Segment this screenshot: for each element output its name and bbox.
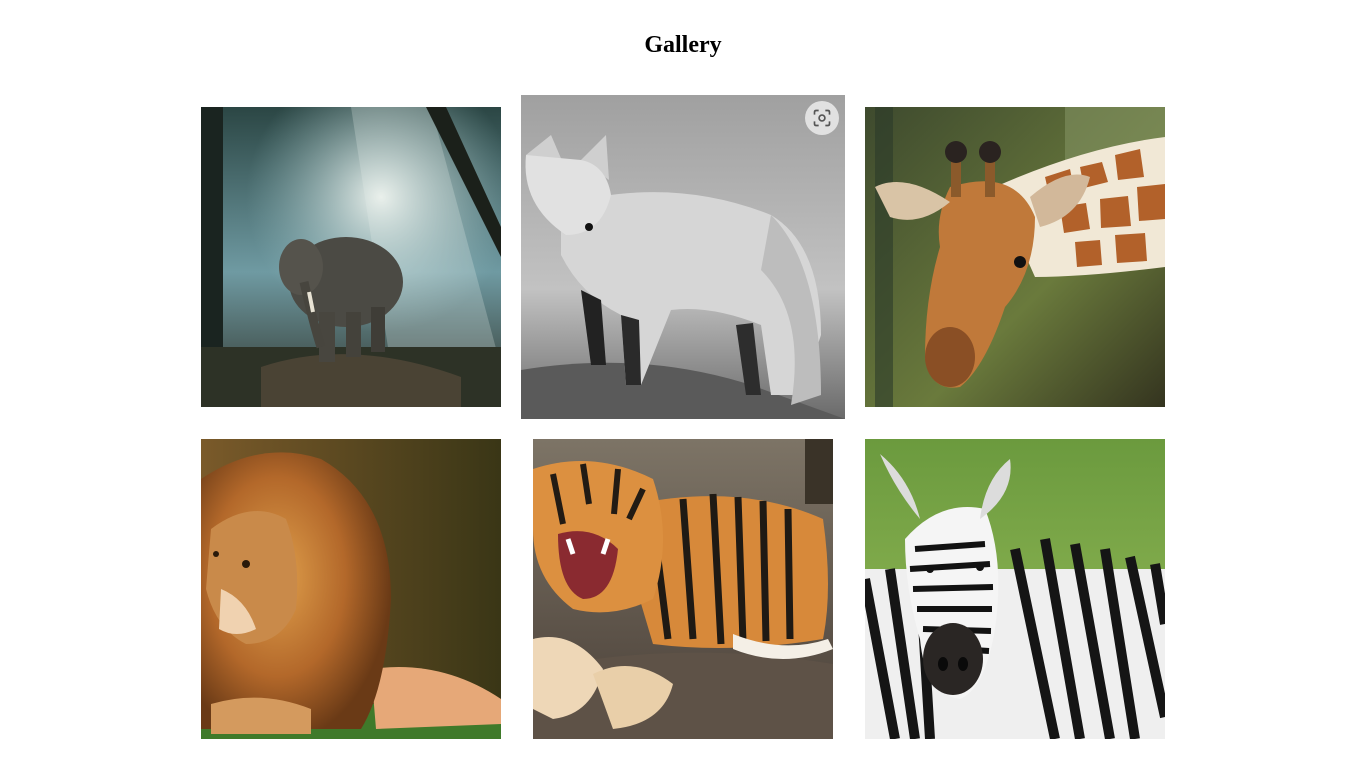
lion-photo (201, 439, 501, 739)
elephant-photo (201, 107, 501, 407)
gallery-image-lion[interactable] (201, 439, 501, 739)
gallery-image-zebra[interactable] (865, 439, 1165, 739)
page-title: Gallery (644, 32, 722, 58)
gallery-image-tiger[interactable] (533, 439, 833, 739)
gallery-image-elephant[interactable] (201, 107, 501, 407)
giraffe-photo (865, 107, 1165, 407)
gallery-image-giraffe[interactable] (865, 107, 1165, 407)
gallery-image-fox[interactable] (521, 95, 845, 419)
tiger-photo (533, 439, 833, 739)
zebra-photo (865, 439, 1165, 739)
visual-search-icon (813, 109, 831, 127)
visual-search-button[interactable] (805, 101, 839, 135)
fox-photo (521, 95, 845, 419)
